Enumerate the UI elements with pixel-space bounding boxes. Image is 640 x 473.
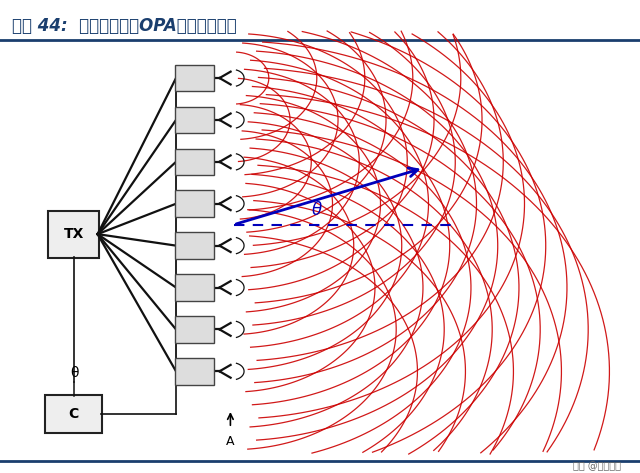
Text: 图表 44:  光学相控阵（OPA）原理示意图: 图表 44: 光学相控阵（OPA）原理示意图 xyxy=(12,17,236,35)
Text: φ: φ xyxy=(191,199,198,209)
Text: φ: φ xyxy=(191,157,198,167)
FancyBboxPatch shape xyxy=(175,191,214,217)
Text: A: A xyxy=(226,435,235,448)
Text: φ: φ xyxy=(191,324,198,334)
Text: 头条 @未来智库: 头条 @未来智库 xyxy=(573,461,621,471)
FancyBboxPatch shape xyxy=(175,274,214,301)
Text: φ: φ xyxy=(191,115,198,125)
FancyBboxPatch shape xyxy=(49,211,99,257)
Text: φ: φ xyxy=(191,366,198,377)
FancyBboxPatch shape xyxy=(175,149,214,175)
Text: φ: φ xyxy=(191,282,198,292)
Text: φ: φ xyxy=(191,73,198,83)
FancyBboxPatch shape xyxy=(175,316,214,342)
FancyBboxPatch shape xyxy=(175,232,214,259)
Text: φ: φ xyxy=(191,241,198,251)
Text: θ: θ xyxy=(312,201,322,219)
FancyBboxPatch shape xyxy=(175,65,214,91)
Text: C: C xyxy=(68,407,79,421)
FancyBboxPatch shape xyxy=(175,107,214,133)
FancyBboxPatch shape xyxy=(45,395,102,432)
FancyBboxPatch shape xyxy=(175,358,214,385)
Text: TX: TX xyxy=(63,227,84,241)
Text: θ: θ xyxy=(70,366,79,379)
